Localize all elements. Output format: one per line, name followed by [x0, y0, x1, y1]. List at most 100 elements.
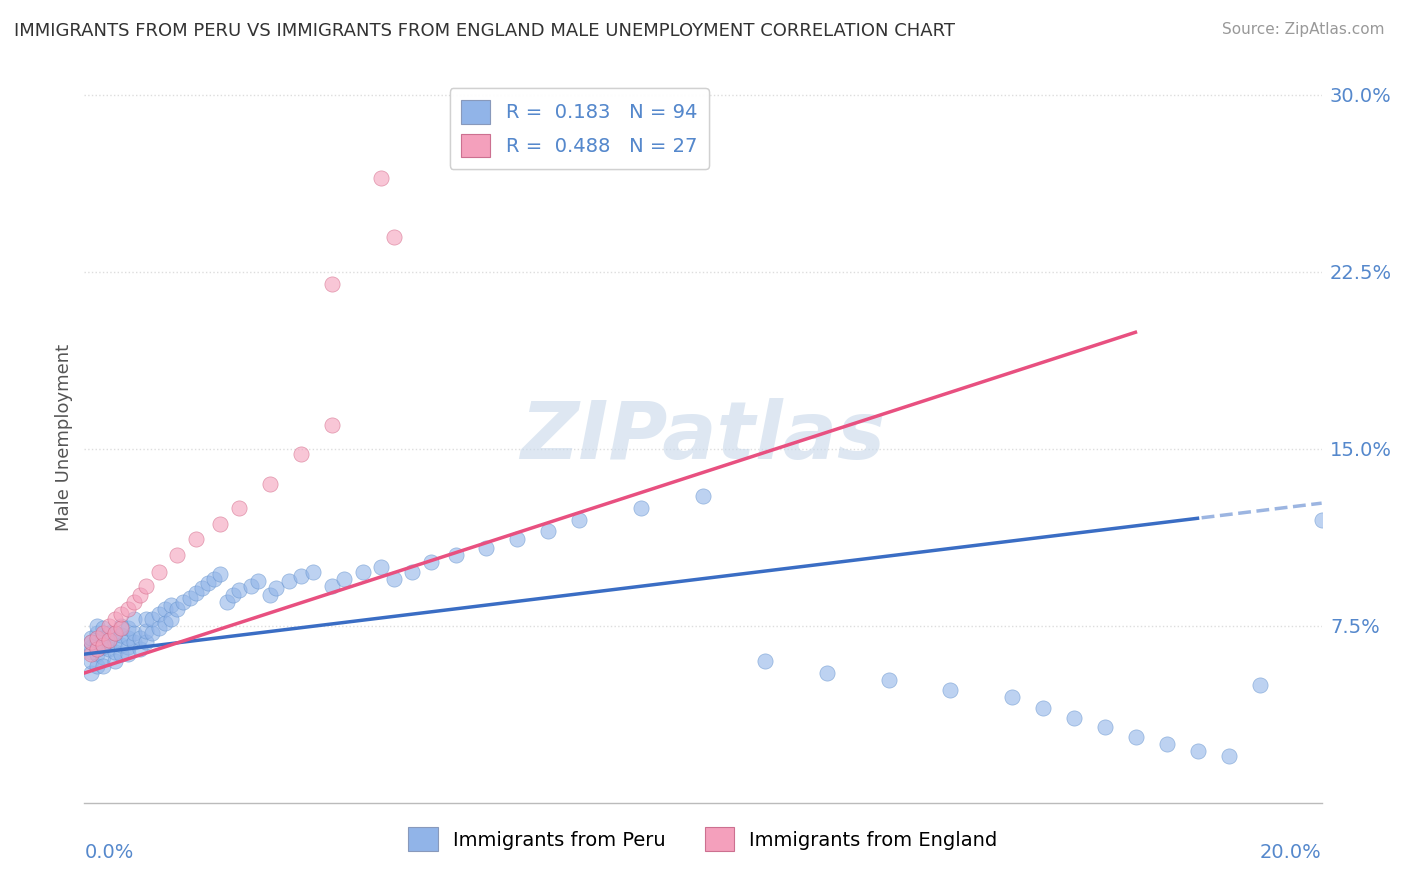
Point	[122, 635, 145, 649]
Point	[1187, 744, 1209, 758]
Point	[135, 635, 157, 649]
Point	[110, 607, 132, 621]
Point	[104, 635, 127, 649]
Point	[370, 170, 392, 185]
Point	[1310, 513, 1333, 527]
Point	[129, 588, 152, 602]
Point	[98, 632, 121, 647]
Point	[352, 565, 374, 579]
Point	[98, 635, 121, 649]
Point	[91, 631, 114, 645]
Point	[135, 579, 157, 593]
Point	[79, 647, 101, 661]
Point	[475, 541, 498, 555]
Point	[630, 500, 652, 515]
Point	[228, 583, 250, 598]
Point	[104, 612, 127, 626]
Point	[877, 673, 900, 687]
Point	[1218, 748, 1240, 763]
Point	[117, 640, 139, 654]
Point	[148, 565, 170, 579]
Point	[79, 635, 101, 649]
Point	[91, 649, 114, 664]
Point	[419, 555, 441, 569]
Point	[79, 635, 101, 649]
Point	[215, 595, 238, 609]
Point	[184, 586, 207, 600]
Point	[91, 638, 114, 652]
Point	[179, 591, 201, 605]
Point	[117, 631, 139, 645]
Point	[98, 619, 121, 633]
Point	[98, 642, 121, 657]
Point	[382, 229, 405, 244]
Point	[86, 631, 108, 645]
Point	[401, 565, 423, 579]
Text: 0.0%: 0.0%	[84, 843, 134, 862]
Point	[104, 626, 127, 640]
Point	[91, 659, 114, 673]
Point	[568, 513, 591, 527]
Point	[692, 489, 714, 503]
Point	[1094, 720, 1116, 734]
Point	[122, 595, 145, 609]
Point	[290, 447, 312, 461]
Text: ZIPatlas: ZIPatlas	[520, 398, 886, 476]
Point	[122, 626, 145, 640]
Point	[321, 579, 343, 593]
Point	[86, 642, 108, 657]
Point	[86, 647, 108, 661]
Point	[91, 640, 114, 654]
Point	[191, 581, 214, 595]
Point	[1156, 737, 1178, 751]
Point	[79, 666, 101, 681]
Point	[104, 645, 127, 659]
Point	[166, 548, 188, 562]
Point	[382, 572, 405, 586]
Point	[117, 602, 139, 616]
Point	[148, 621, 170, 635]
Text: Source: ZipAtlas.com: Source: ZipAtlas.com	[1222, 22, 1385, 37]
Point	[110, 619, 132, 633]
Point	[815, 666, 838, 681]
Point	[160, 612, 183, 626]
Point	[153, 602, 176, 616]
Legend: R =  0.183   N = 94, R =  0.488   N = 27: R = 0.183 N = 94, R = 0.488 N = 27	[450, 88, 709, 169]
Point	[209, 566, 232, 581]
Point	[86, 626, 108, 640]
Text: 20.0%: 20.0%	[1260, 843, 1322, 862]
Point	[302, 565, 325, 579]
Point	[129, 642, 152, 657]
Point	[110, 647, 132, 661]
Point	[184, 532, 207, 546]
Point	[290, 569, 312, 583]
Y-axis label: Male Unemployment: Male Unemployment	[55, 343, 73, 531]
Point	[209, 517, 232, 532]
Point	[91, 621, 114, 635]
Point	[166, 602, 188, 616]
Point	[141, 612, 163, 626]
Point	[79, 654, 101, 668]
Point	[110, 621, 132, 635]
Point	[122, 612, 145, 626]
Point	[222, 588, 245, 602]
Point	[104, 626, 127, 640]
Point	[1032, 701, 1054, 715]
Point	[246, 574, 269, 588]
Point	[259, 477, 281, 491]
Point	[939, 682, 962, 697]
Text: IMMIGRANTS FROM PERU VS IMMIGRANTS FROM ENGLAND MALE UNEMPLOYMENT CORRELATION CH: IMMIGRANTS FROM PERU VS IMMIGRANTS FROM …	[14, 22, 955, 40]
Point	[86, 635, 108, 649]
Point	[444, 548, 467, 562]
Point	[79, 645, 101, 659]
Point	[110, 628, 132, 642]
Point	[537, 524, 560, 539]
Point	[86, 659, 108, 673]
Point	[370, 559, 392, 574]
Point	[104, 654, 127, 668]
Point	[1063, 711, 1085, 725]
Point	[91, 626, 114, 640]
Point	[506, 532, 529, 546]
Point	[1125, 730, 1147, 744]
Point	[98, 626, 121, 640]
